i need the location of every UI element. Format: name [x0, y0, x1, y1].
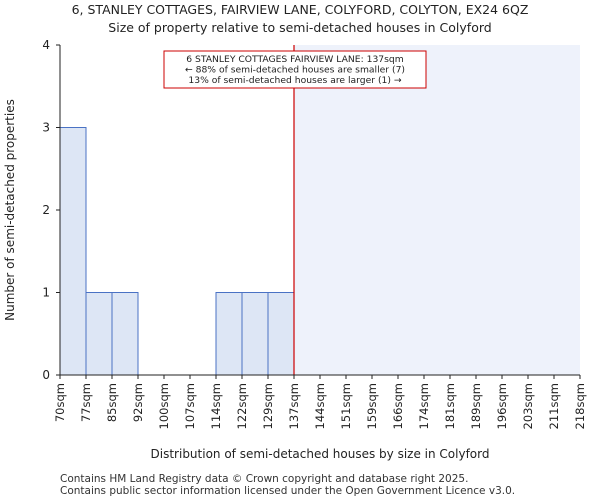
x-tick-label: 166sqm — [391, 383, 405, 429]
x-tick-label: 151sqm — [339, 383, 353, 429]
histogram-bar — [241, 292, 269, 376]
histogram-bar — [59, 127, 87, 376]
x-tick-label: 77sqm — [79, 383, 93, 422]
x-tick-label: 218sqm — [573, 383, 587, 429]
y-tick-label: 1 — [42, 286, 50, 300]
chart-title: 6, STANLEY COTTAGES, FAIRVIEW LANE, COLY… — [71, 2, 529, 17]
x-tick-label: 159sqm — [365, 383, 379, 429]
histogram-bar — [111, 292, 139, 376]
histogram-bar — [85, 292, 113, 376]
chart-subtitle: Size of property relative to semi-detach… — [108, 20, 492, 35]
x-tick-label: 70sqm — [53, 383, 67, 422]
x-axis-label: Distribution of semi-detached houses by … — [151, 447, 490, 461]
annotation-line: ← 88% of semi-detached houses are smalle… — [185, 65, 405, 76]
histogram-chart: 6 STANLEY COTTAGES FAIRVIEW LANE: 137sqm… — [3, 38, 587, 461]
x-tick-label: 211sqm — [547, 383, 561, 429]
y-tick-label: 3 — [42, 121, 50, 135]
y-tick-label: 0 — [42, 368, 50, 382]
x-tick-label: 196sqm — [495, 383, 509, 429]
footer-licence: Contains public sector information licen… — [60, 485, 516, 497]
x-tick-label: 100sqm — [157, 383, 171, 429]
x-tick-label: 114sqm — [209, 383, 223, 429]
x-tick-label: 144sqm — [313, 383, 327, 429]
annotation-line: 13% of semi-detached houses are larger (… — [188, 75, 401, 86]
larger-properties-region — [294, 45, 580, 375]
y-axis-label: Number of semi-detached properties — [3, 99, 17, 321]
x-tick-label: 92sqm — [131, 383, 145, 422]
y-tick-label: 2 — [42, 203, 50, 217]
x-tick-label: 181sqm — [443, 383, 457, 429]
footer-copyright: Contains HM Land Registry data © Crown c… — [60, 473, 469, 485]
x-tick-label: 122sqm — [235, 383, 249, 429]
annotation-line: 6 STANLEY COTTAGES FAIRVIEW LANE: 137sqm — [186, 54, 403, 65]
x-tick-label: 85sqm — [105, 383, 119, 422]
x-tick-label: 174sqm — [417, 383, 431, 429]
x-tick-label: 129sqm — [261, 383, 275, 429]
histogram-bar — [215, 292, 243, 376]
y-tick-label: 4 — [42, 38, 50, 52]
x-tick-label: 107sqm — [183, 383, 197, 429]
annotation-box — [163, 50, 427, 89]
histogram-bar — [267, 292, 295, 376]
x-tick-label: 137sqm — [287, 383, 301, 429]
x-tick-label: 203sqm — [521, 383, 535, 429]
x-tick-label: 189sqm — [469, 383, 483, 429]
